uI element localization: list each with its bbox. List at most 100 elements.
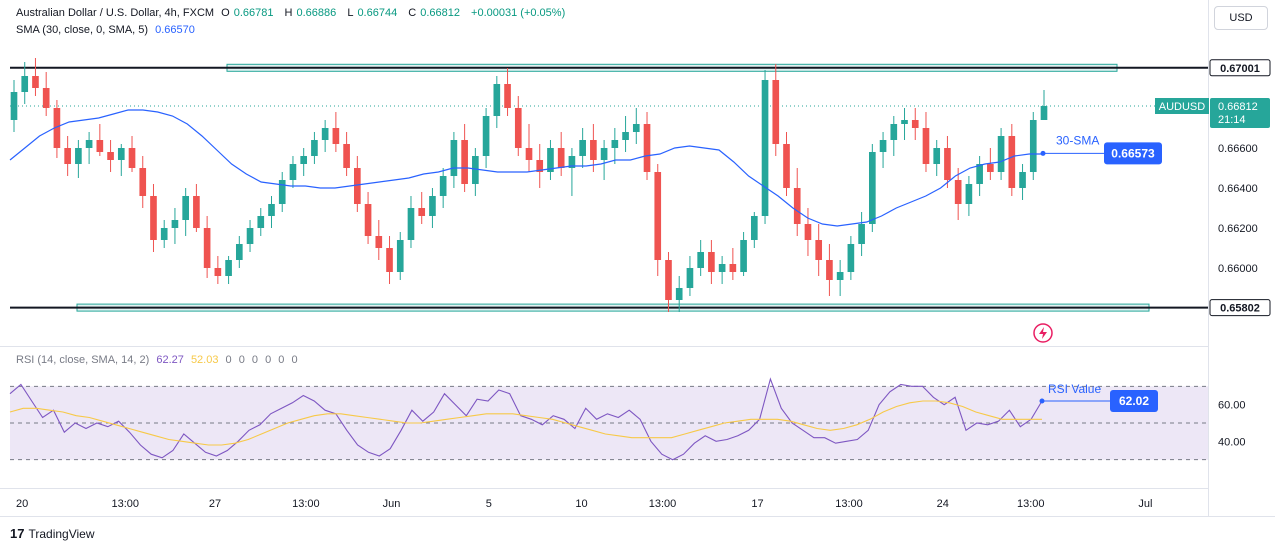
- candle-body: [193, 196, 200, 228]
- candle-body: [332, 128, 340, 144]
- price-tag-countdown: 21:14: [1218, 114, 1246, 126]
- rsi-sma-legend-value: 52.03: [190, 354, 219, 366]
- rsi-extra-2: 0: [251, 354, 259, 366]
- rsi-legend-label: RSI (14, close, SMA, 14, 2): [16, 354, 150, 366]
- resistance-price-text: 0.67001: [1220, 63, 1260, 75]
- time-tick-label: 13:00: [649, 498, 677, 510]
- ohlc-low: L 0.66744: [347, 7, 398, 19]
- candle-body: [150, 196, 157, 240]
- candle-body: [922, 128, 930, 164]
- candle-body: [364, 204, 372, 236]
- rsi-group: [9, 377, 1043, 461]
- candle-body: [289, 164, 297, 180]
- rsi-band: [10, 386, 1208, 460]
- candle-body: [32, 76, 39, 88]
- sma-annotation: 30-SMA 0.66573: [1040, 133, 1162, 165]
- tradingview-logo-icon: 17: [10, 526, 25, 541]
- time-tick-label: 24: [937, 498, 949, 510]
- candle-body: [590, 140, 597, 160]
- time-tick-label: 17: [751, 498, 763, 510]
- candle-body: [1040, 106, 1048, 120]
- candle-body: [439, 176, 447, 196]
- sma-legend-label: SMA (30, close, 0, SMA, 5): [16, 24, 149, 36]
- rsi-extra-5: 0: [291, 354, 298, 366]
- time-axis: 20 13:00 27 13:00 Jun 5 10 13:00 17 13:00 24 13:00 J…: [16, 498, 1152, 510]
- candle-body: [461, 140, 468, 184]
- candle-body: [450, 140, 458, 176]
- candle-body: [514, 108, 522, 148]
- candle-body: [311, 140, 318, 156]
- rsi-tick-label: 60.00: [1218, 400, 1246, 412]
- candle-body: [793, 188, 801, 224]
- price-tick-label: 0.66000: [1218, 263, 1258, 275]
- candle-body: [579, 140, 586, 156]
- candle-body: [708, 252, 715, 272]
- rsi-annotation: RSI Value 62.02: [1039, 382, 1158, 412]
- candle-body: [622, 132, 629, 140]
- time-tick-label: 27: [209, 498, 221, 510]
- candle-body: [826, 260, 833, 280]
- sma-legend[interactable]: SMA (30, close, 0, SMA, 5) 0.66570: [16, 24, 199, 36]
- candle-body: [804, 224, 812, 240]
- time-tick-label: 20: [16, 498, 28, 510]
- rsi-extra-0: 0: [225, 354, 232, 366]
- candle-body: [268, 204, 275, 216]
- candle-body: [632, 124, 640, 132]
- ohlc-open: O 0.66781: [221, 7, 274, 19]
- rsi-extra-4: 0: [278, 354, 285, 366]
- candle-body: [75, 148, 82, 164]
- time-tick-label: 13:00: [835, 498, 863, 510]
- candle-body: [954, 180, 962, 204]
- candle-body: [568, 156, 576, 168]
- candle-body: [171, 220, 179, 228]
- candle-body: [21, 76, 29, 92]
- candle-body: [493, 84, 501, 116]
- candle-body: [858, 224, 865, 244]
- rsi-extra-1: 0: [238, 354, 245, 366]
- symbol-title[interactable]: Australian Dollar / U.S. Dollar, 4h, FXC…: [16, 7, 215, 19]
- candle-body: [740, 240, 747, 272]
- candle-body: [235, 244, 243, 260]
- candle-body: [815, 240, 823, 260]
- time-tick-label: 13:00: [1017, 498, 1045, 510]
- ohlc-high: H 0.66886: [284, 7, 337, 19]
- candles-group: [10, 58, 1048, 312]
- candle-body: [375, 236, 383, 248]
- currency-button[interactable]: USD: [1214, 6, 1268, 30]
- candle-body: [407, 208, 415, 240]
- rsi-ma-line: [9, 400, 1042, 446]
- candle-body: [686, 268, 694, 288]
- candle-body: [611, 140, 619, 148]
- time-tick-label: Jul: [1138, 498, 1152, 510]
- candle-body: [64, 148, 71, 164]
- candle-body: [869, 152, 876, 224]
- lightning-icon[interactable]: [1033, 323, 1053, 343]
- candle-body: [96, 140, 104, 152]
- time-tick-label: Jun: [383, 498, 401, 510]
- time-tick-label: 10: [575, 498, 587, 510]
- candle-body: [139, 168, 147, 196]
- price-axis: 0.66000 0.66200 0.66400 0.66600: [1218, 143, 1258, 275]
- candle-body: [783, 144, 790, 188]
- candle-body: [429, 196, 436, 216]
- price-tag-symbol: AUDUSD: [1159, 101, 1206, 113]
- candle-body: [525, 148, 533, 160]
- candle-body: [321, 128, 329, 140]
- candle-body: [600, 148, 608, 160]
- candle-body: [225, 260, 232, 276]
- candle-body: [1019, 172, 1026, 188]
- candle-body: [643, 124, 651, 172]
- candle-body: [997, 136, 1005, 172]
- candle-body: [182, 196, 189, 220]
- tradingview-logo[interactable]: 17 TradingView: [10, 526, 95, 541]
- candle-body: [890, 124, 898, 140]
- price-tick-label: 0.66200: [1218, 223, 1258, 235]
- candle-body: [976, 164, 983, 184]
- candle-body: [879, 140, 887, 152]
- time-tick-label: 5: [486, 498, 492, 510]
- support-price-label: 0.65802: [1209, 299, 1271, 317]
- price-tick-label: 0.66400: [1218, 183, 1258, 195]
- candle-body: [761, 80, 769, 216]
- rsi-legend[interactable]: RSI (14, close, SMA, 14, 2) 62.27 52.03 …: [16, 354, 302, 366]
